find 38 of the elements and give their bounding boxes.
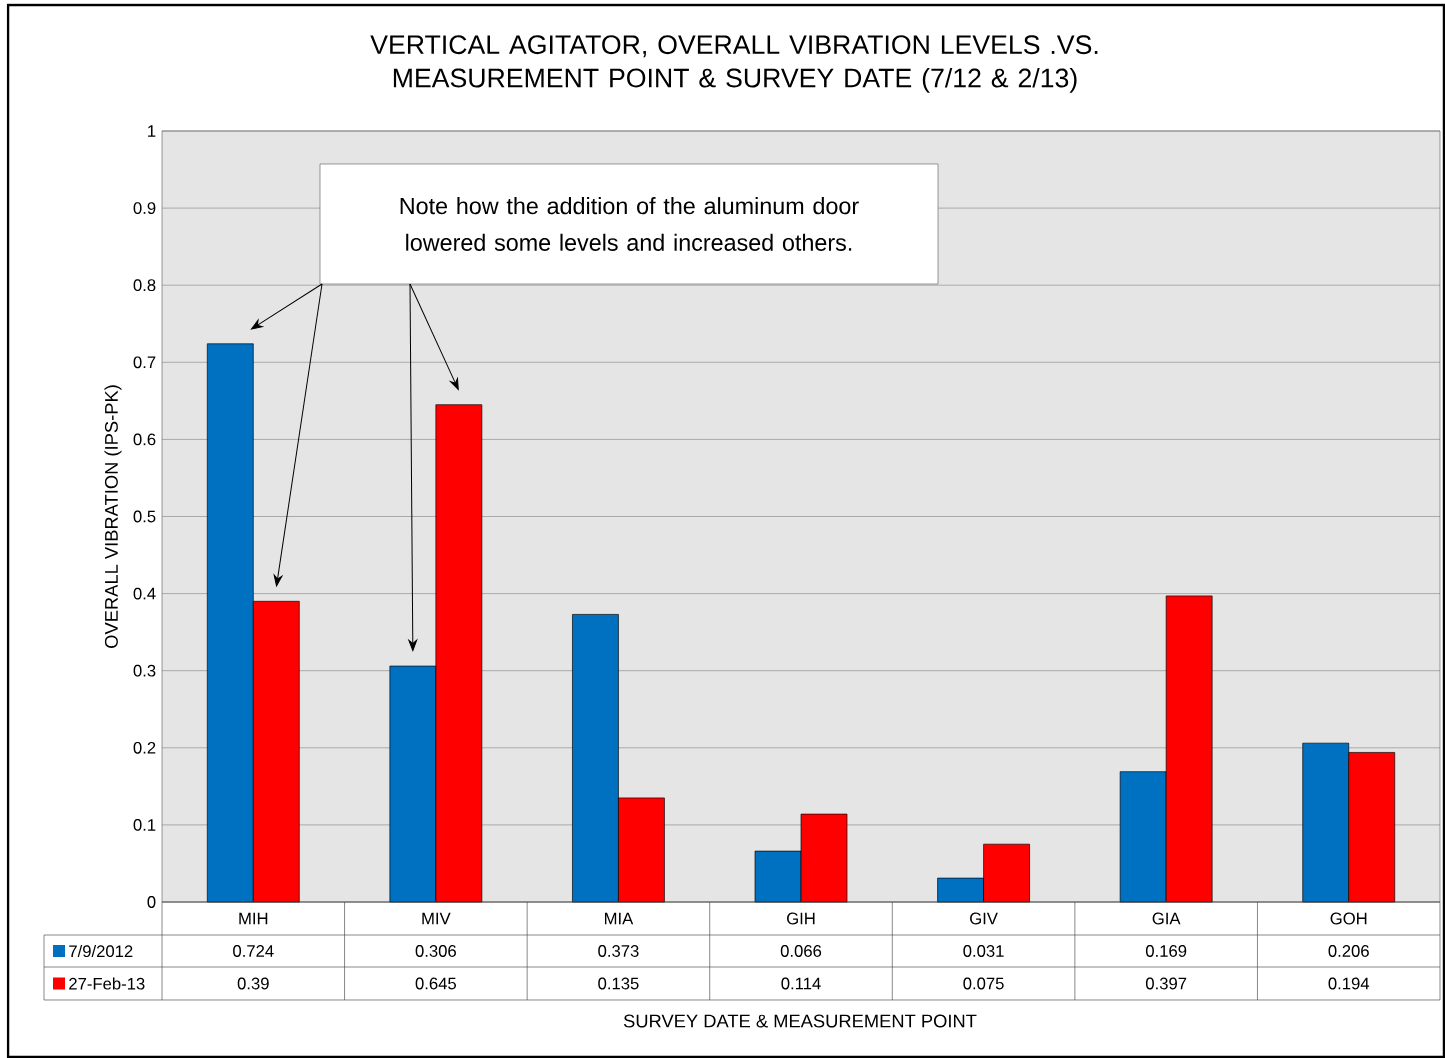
y-tick-label: 0.1 bbox=[133, 819, 156, 831]
data-label: 0.114 bbox=[781, 977, 821, 990]
legend-label: 7/9/2012 bbox=[69, 944, 133, 958]
y-tick-label: 1 bbox=[148, 125, 156, 137]
legend-label: 27-Feb-13 bbox=[69, 977, 145, 990]
chart-title: VERTICAL AGITATOR, OVERALL VIBRATION LEVELS .VS. MEASUREMENT POINT & SURVEY DATE (7/12 & 2/13) bbox=[370, 35, 1098, 93]
data-label: 0.194 bbox=[1328, 977, 1370, 990]
x-tick-label: MIA bbox=[604, 912, 634, 925]
x-axis-title: SURVEY DATE & MEASUREMENT POINT bbox=[623, 1014, 977, 1028]
y-tick-label: 0.7 bbox=[133, 356, 156, 369]
data-label: 0.397 bbox=[1145, 977, 1187, 990]
x-tick-label: MIH bbox=[239, 912, 268, 925]
data-label: 0.075 bbox=[963, 977, 1004, 990]
data-label: 0.031 bbox=[963, 945, 1004, 957]
data-label: 0.306 bbox=[415, 945, 456, 957]
data-label: 0.206 bbox=[1328, 945, 1369, 957]
y-tick-label: 0.2 bbox=[133, 741, 156, 754]
annotation: Note how the addition of the aluminum door lowered some levels and increased others. bbox=[400, 197, 859, 251]
data-label: 0.39 bbox=[237, 977, 269, 990]
data-label: 0.373 bbox=[598, 945, 639, 957]
x-tick-label: GIV bbox=[970, 912, 998, 925]
x-tick-label: MIV bbox=[422, 912, 451, 925]
y-tick-label: 0 bbox=[147, 896, 156, 908]
data-label: 0.135 bbox=[598, 977, 639, 990]
data-label: 0.724 bbox=[233, 945, 274, 957]
x-tick-label: GOH bbox=[1330, 912, 1367, 925]
y-tick-label: 0.4 bbox=[133, 587, 156, 600]
data-label: 0.066 bbox=[780, 945, 822, 957]
y-axis-title: OVERALL VIBRATION (IPS-PK) bbox=[104, 385, 122, 648]
data-label: 0.169 bbox=[1145, 945, 1187, 957]
y-tick-label: 0.6 bbox=[133, 433, 156, 446]
x-tick-label: GIA bbox=[1152, 912, 1181, 925]
y-tick-label: 0.8 bbox=[133, 279, 156, 292]
y-tick-label: 0.3 bbox=[133, 664, 156, 677]
y-tick-label: 0.9 bbox=[133, 202, 156, 214]
data-label: 0.645 bbox=[415, 977, 457, 990]
y-tick-label: 0.5 bbox=[133, 510, 156, 523]
x-tick-label: GIH bbox=[787, 912, 815, 925]
